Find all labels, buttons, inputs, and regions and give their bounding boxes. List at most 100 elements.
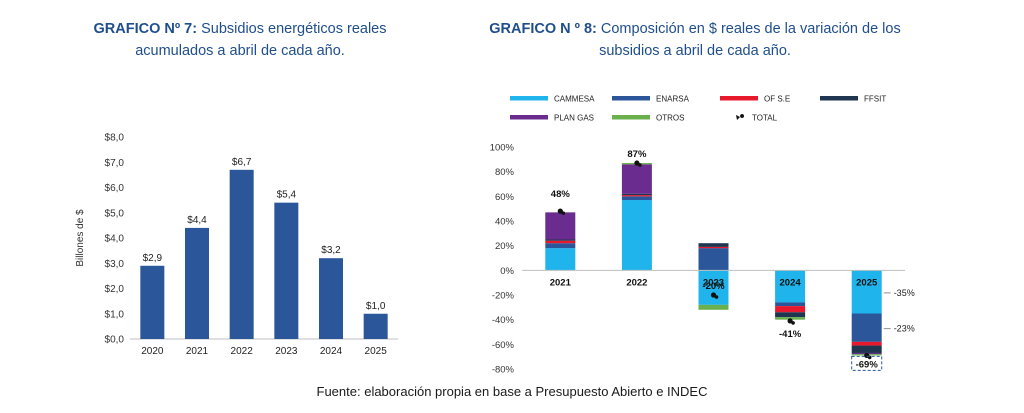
chart8-title-text: Composición en $ reales de la variación … [596, 21, 901, 59]
chart8-bar-segment [851, 313, 882, 342]
chart8-bar-segment [545, 240, 576, 244]
chart8-bar-segment [775, 270, 806, 303]
chart8-legend-swatch [612, 115, 650, 120]
chart7-title-bold: GRAFICO Nº 7: [93, 21, 198, 37]
chart8-xtick-label: 2025 [856, 277, 878, 288]
chart7-bar [229, 169, 254, 339]
chart7-title: GRAFICO Nº 7: Subsidios energéticos real… [60, 18, 420, 62]
chart8-bar-segment [545, 239, 576, 241]
chart8-total-marker [714, 295, 719, 299]
chart8-legend-swatch [820, 96, 858, 101]
chart8-bar-segment [775, 306, 806, 313]
chart8-total-label: 87% [627, 149, 647, 160]
chart8-side-label: -23% [894, 324, 915, 334]
chart7-xtick-label: 2021 [186, 346, 209, 357]
chart8-total-marker [787, 318, 793, 324]
chart7-title-text: Subsidios energéticos reales acumulados … [135, 21, 387, 59]
chart8-total-marker [561, 211, 566, 215]
chart8-bar-segment [775, 302, 806, 307]
chart8-legend-label: FFSIT [864, 95, 886, 104]
chart8-bar-segment [698, 246, 729, 249]
chart8-total-label: 48% [551, 189, 571, 200]
chart7-value-label: $5,4 [277, 190, 297, 201]
chart8-bar-segment [621, 195, 652, 197]
chart8-ytick-label: -80% [492, 365, 515, 376]
chart8-ytick-label: 40% [495, 217, 515, 228]
chart7-bar [319, 258, 343, 339]
chart7-ytick-label: $3,0 [105, 259, 125, 270]
chart8-bar-segment [545, 248, 576, 271]
chart8-bar-segment [775, 312, 806, 318]
chart7-ytick-label: $5,0 [105, 208, 125, 219]
chart8-ytick-label: 100% [490, 143, 515, 154]
chart7-value-label: $2,9 [143, 253, 163, 264]
chart7-ytick-label: $7,0 [105, 158, 125, 169]
chart8-ytick-label: 0% [500, 266, 514, 277]
chart8-ytick-label: 20% [495, 241, 515, 252]
chart8-bar-segment [621, 196, 652, 201]
chart8-legend-swatch [612, 96, 650, 101]
chart7-xtick-label: 2025 [365, 346, 388, 357]
chart8-legend-total-marker [736, 114, 745, 120]
chart8-legend-label: PLAN GAS [554, 114, 594, 123]
chart8-total-label: -69% [856, 359, 879, 370]
chart8-xtick-label: 2021 [550, 277, 572, 288]
chart7-ytick-label: $2,0 [105, 284, 125, 295]
chart7-bar [140, 265, 165, 339]
chart7-value-label: $1,0 [366, 301, 386, 312]
chart8-xtick-label: 2023 [703, 277, 724, 288]
chart8-ytick-label: -60% [492, 340, 515, 351]
chart8-total-label: -41% [779, 329, 802, 340]
chart7-xtick-label: 2023 [275, 346, 298, 357]
chart7-bar [185, 227, 209, 339]
chart8-ytick-label: 60% [495, 192, 515, 203]
chart8-bar-segment [621, 200, 652, 271]
chart8-legend-label: OTROS [656, 114, 684, 123]
chart8-bar-segment [545, 243, 576, 249]
chart8-legend-label: CAMMESA [554, 95, 595, 104]
chart8-side-label: -35% [894, 288, 915, 298]
chart8-xtick-label: 2022 [626, 277, 647, 288]
chart8-ytick-label: 80% [495, 167, 515, 178]
chart8-bar-segment [698, 248, 729, 271]
chart8-legend-swatch [510, 115, 548, 120]
chart7-ylabel: Billones de $ [75, 209, 86, 267]
chart7-xtick-label: 2024 [320, 346, 343, 357]
chart8-bar-segment [698, 243, 729, 247]
chart7-bar [274, 202, 299, 339]
chart8-bar-segment [851, 345, 882, 353]
chart8-ytick-label: -20% [492, 291, 515, 302]
chart8-xtick-label: 2024 [780, 277, 802, 288]
chart7-ytick-label: $0,0 [105, 335, 125, 346]
chart8-title-bold: GRAFICO N º 8: [489, 21, 597, 37]
chart7-xtick-label: 2022 [231, 346, 254, 357]
chart8-bar-segment [851, 270, 882, 314]
chart7-ytick-label: $8,0 [105, 133, 125, 144]
chart8-total-marker [557, 208, 563, 214]
source-note: Fuente: elaboración propia en base a Pre… [316, 384, 708, 399]
chart8-total-label: -20% [702, 281, 725, 292]
chart7-ytick-label: $6,0 [105, 183, 125, 194]
chart7-xtick-label: 2020 [141, 346, 164, 357]
chart8-total-highlight-box [851, 355, 883, 371]
chart7-ytick-label: $1,0 [105, 309, 125, 320]
chart8-bar-segment [621, 164, 652, 194]
chart7-value-label: $6,7 [232, 157, 252, 168]
chart8-total-marker [638, 163, 642, 167]
chart8-bar-segment [621, 193, 652, 196]
chart8-legend-label: OF S.E [764, 95, 790, 104]
chart8-legend-swatch [510, 96, 548, 101]
chart8-bar-segment [545, 212, 576, 240]
chart7-value-label: $3,2 [321, 245, 341, 256]
chart8-bar-segment [698, 270, 729, 305]
chart8-legend-label: TOTAL [752, 114, 778, 123]
chart8-legend-swatch [720, 96, 758, 101]
chart8-total-marker [791, 321, 795, 325]
chart7-bar [363, 313, 388, 339]
chart8-bar-segment [851, 341, 882, 346]
chart8-bar-segment [698, 304, 729, 310]
chart8-total-marker [634, 160, 640, 166]
chart8-ytick-label: -40% [492, 315, 515, 326]
chart8-total-marker [710, 292, 717, 298]
